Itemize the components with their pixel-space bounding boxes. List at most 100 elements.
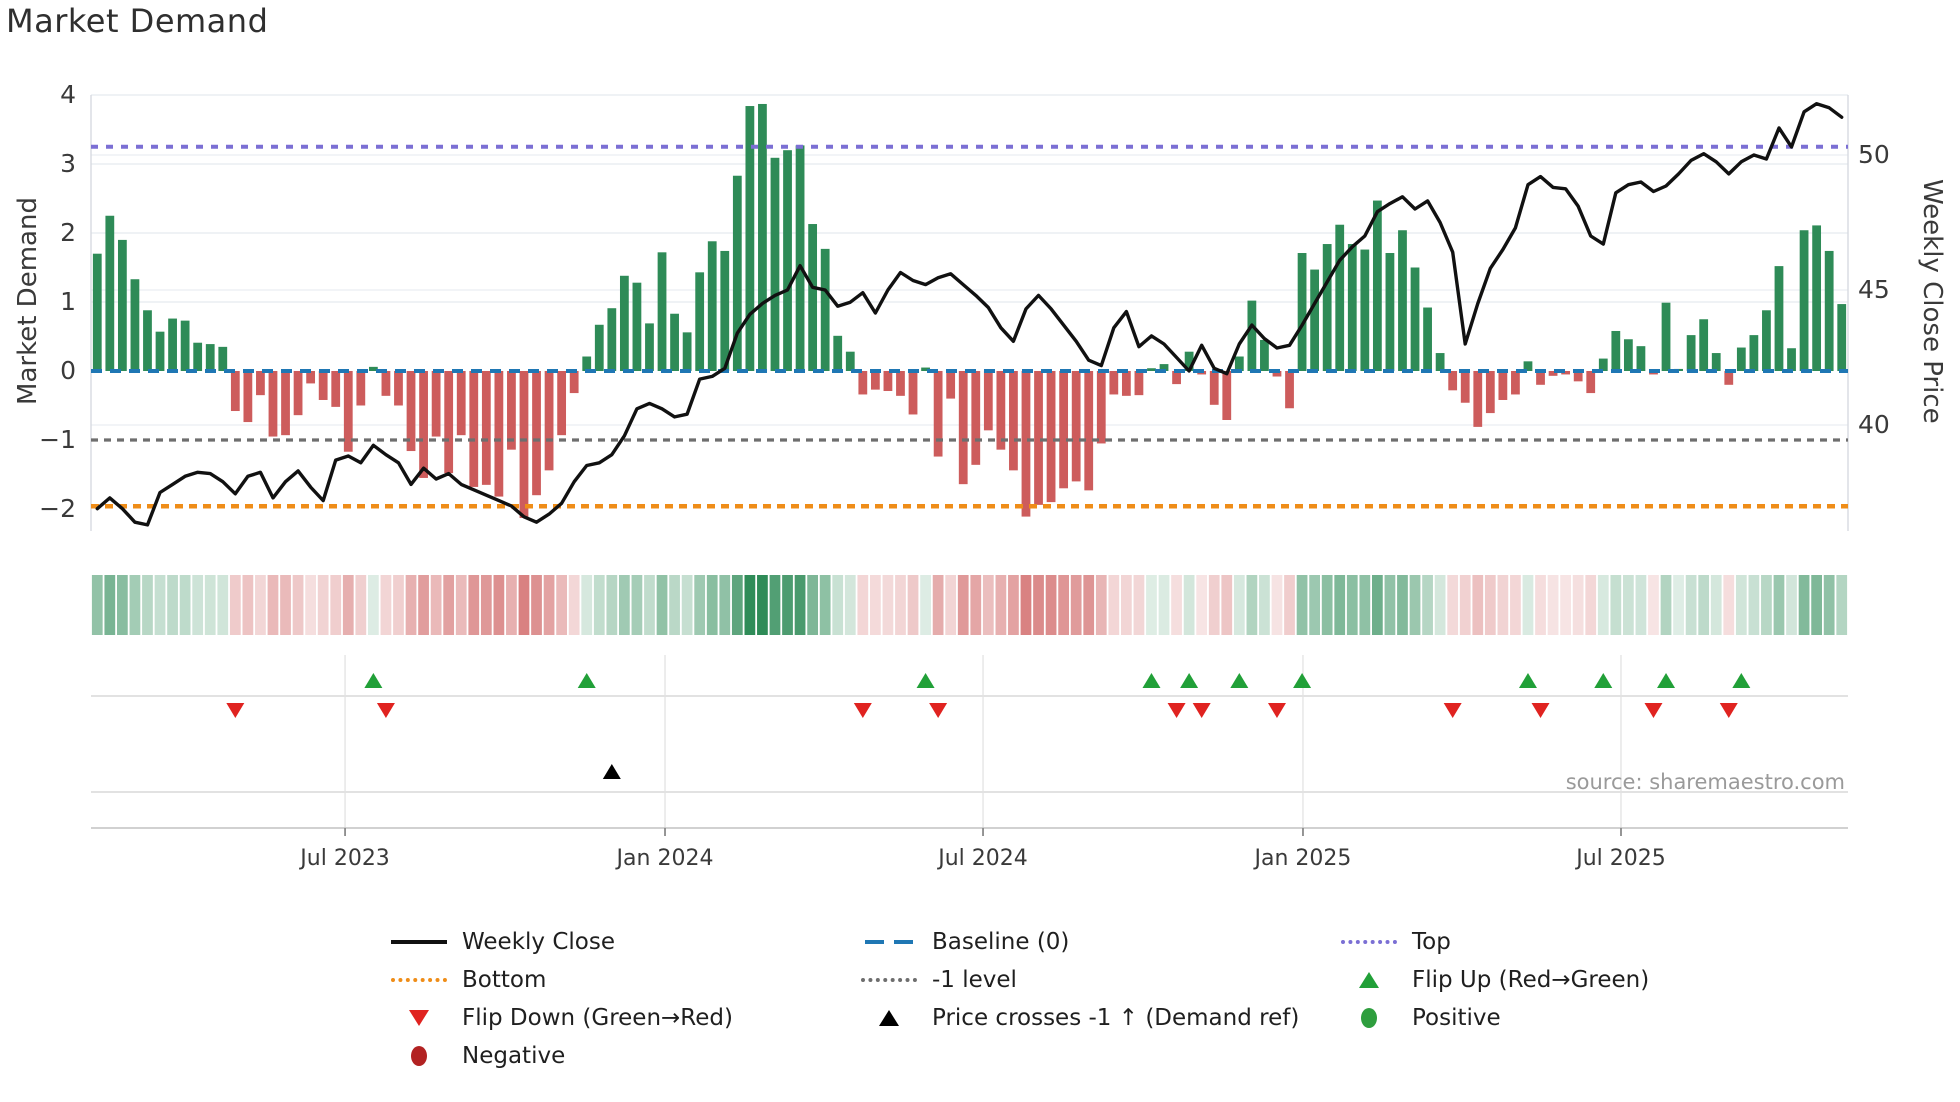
heatmap-cell xyxy=(920,575,931,635)
heatmap-cell xyxy=(443,575,455,635)
left-axis-tick: −2 xyxy=(39,494,76,523)
flip-up-marker xyxy=(1732,673,1751,688)
demand-bar xyxy=(795,145,805,371)
demand-bar xyxy=(1260,339,1269,371)
top-swatch-glyph xyxy=(1341,940,1397,944)
demand-bar xyxy=(1548,371,1558,376)
demand-bar xyxy=(695,272,705,371)
demand-bar xyxy=(1071,371,1081,482)
demand-bar xyxy=(845,351,855,371)
heatmap-cell xyxy=(1761,575,1772,635)
price-cross-marker xyxy=(602,764,621,779)
demand-bar xyxy=(1448,371,1458,391)
demand-bar xyxy=(1310,269,1320,371)
heatmap-cell xyxy=(895,575,906,635)
demand-bar xyxy=(594,324,604,371)
demand-bar xyxy=(557,371,567,436)
demand-bar xyxy=(1096,371,1106,444)
heatmap-cell xyxy=(1798,575,1810,635)
demand-bar xyxy=(1109,371,1119,395)
heatmap-cell xyxy=(1058,575,1069,635)
heatmap-cell xyxy=(1685,575,1697,635)
demand-bar xyxy=(1473,371,1483,427)
demand-bar xyxy=(180,320,190,371)
demand-bar xyxy=(444,371,454,474)
x-axis-tick: Jul 2024 xyxy=(938,846,1028,871)
flip-down-tri-down-icon xyxy=(388,1010,450,1026)
heatmap-cell xyxy=(154,575,166,635)
demand-bar xyxy=(783,150,792,371)
demand-bar xyxy=(1661,302,1671,371)
demand-bar xyxy=(431,371,441,437)
heatmap-cell xyxy=(192,575,204,635)
demand-bar xyxy=(833,335,843,371)
demand-bar xyxy=(168,318,177,371)
heatmap-cell xyxy=(1020,575,1032,635)
demand-bar xyxy=(1787,348,1796,371)
demand-bar xyxy=(1736,347,1746,371)
heatmap-cell xyxy=(619,575,630,635)
demand-bar xyxy=(507,371,516,450)
heatmap-cell xyxy=(807,575,818,635)
heatmap-cell xyxy=(1422,575,1433,635)
heatmap-cell xyxy=(794,575,806,635)
heatmap-cell xyxy=(1585,575,1597,635)
flip-down-marker xyxy=(1167,703,1186,718)
flip-down-marker xyxy=(376,703,395,718)
demand-bar xyxy=(456,371,466,436)
heatmap-cell xyxy=(1271,575,1283,635)
flip-down-swatch-glyph xyxy=(409,1010,429,1026)
legend-label: Baseline (0) xyxy=(932,929,1070,955)
heatmap-cell xyxy=(1284,575,1295,635)
demand-bar xyxy=(1134,371,1144,396)
heatmap-cell xyxy=(229,575,241,635)
demand-bar xyxy=(381,371,391,396)
heatmap-cell xyxy=(1648,575,1659,635)
demand-bar xyxy=(1561,371,1571,375)
heatmap-cell xyxy=(568,575,580,635)
legend-label: Positive xyxy=(1412,1005,1501,1031)
heatmap-cell xyxy=(1045,575,1057,635)
demand-bar xyxy=(268,371,278,437)
demand-bar xyxy=(946,371,956,399)
demand-bar xyxy=(1398,230,1407,371)
demand-bar xyxy=(1147,368,1156,371)
heatmap-cell xyxy=(782,575,793,635)
left-axis-tick: 1 xyxy=(60,287,76,316)
demand-bar xyxy=(1159,364,1169,371)
x-axis-tick: Jan 2025 xyxy=(1254,846,1352,871)
demand-bar xyxy=(1435,353,1445,371)
heatmap-cell xyxy=(957,575,969,635)
demand-bar xyxy=(419,371,428,478)
flip-up-marker xyxy=(1142,673,1161,688)
heatmap-cell xyxy=(1522,575,1534,635)
demand-bar xyxy=(1423,307,1432,371)
demand-bar xyxy=(1247,300,1257,371)
demand-bar xyxy=(394,371,403,406)
demand-bar xyxy=(1234,356,1244,371)
page-title: Market Demand xyxy=(6,2,269,40)
demand-bar xyxy=(933,371,943,457)
heatmap-cell xyxy=(1836,575,1848,635)
legend-item-bottom: Bottom xyxy=(388,963,546,997)
demand-bar xyxy=(645,323,654,371)
demand-bar xyxy=(1335,224,1345,371)
heatmap-cell xyxy=(1346,575,1358,635)
baseline-0-dashes-icon xyxy=(858,940,920,944)
heatmap-cell xyxy=(1334,575,1346,635)
legend-label: Flip Down (Green→Red) xyxy=(462,1005,733,1031)
demand-bar xyxy=(1009,371,1018,471)
heatmap-cell xyxy=(731,575,743,635)
legend-label: Top xyxy=(1412,929,1451,955)
heatmap-cell xyxy=(907,575,919,635)
legend-item-flip-up: Flip Up (Red→Green) xyxy=(1338,963,1649,997)
demand-bar xyxy=(1812,225,1822,371)
demand-bar xyxy=(293,371,303,416)
demand-bar xyxy=(519,371,529,518)
heatmap-cell xyxy=(506,575,517,635)
demand-bar xyxy=(117,239,127,371)
heatmap-cell xyxy=(1735,575,1747,635)
heatmap-cell xyxy=(1660,575,1672,635)
demand-bar xyxy=(1837,304,1847,371)
demand-bar xyxy=(256,371,265,396)
